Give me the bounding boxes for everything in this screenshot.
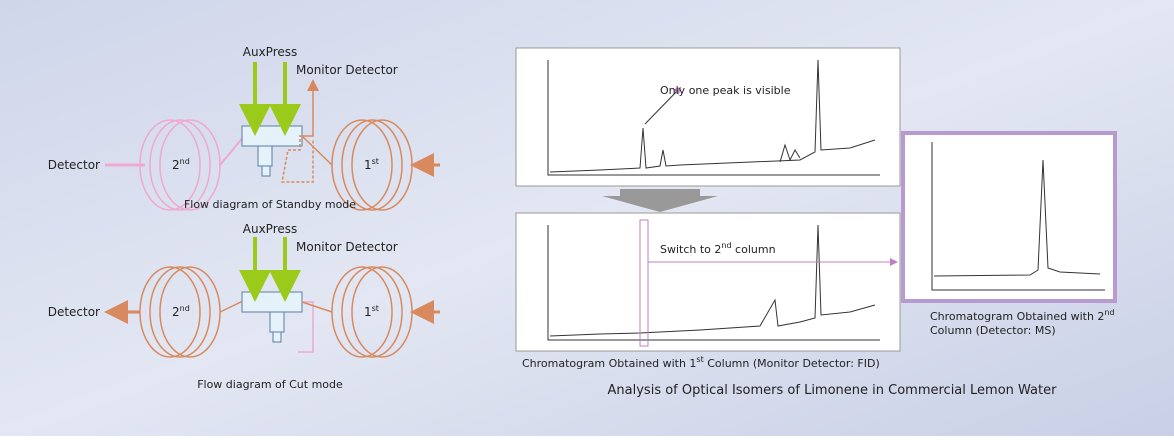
cut-diagram: AuxPress Monitor Detector Detector 2nd 1… xyxy=(48,222,440,391)
line2: Column (Detector: MS) xyxy=(930,324,1056,337)
monitor-label: Monitor Detector xyxy=(296,240,398,254)
detector-label: Detector xyxy=(48,158,100,172)
pre: Chromatogram Obtained with 2 xyxy=(930,310,1104,323)
base: 2 xyxy=(172,158,180,172)
column-1-label: 1st xyxy=(364,157,379,172)
caption-first: Chromatogram Obtained with 1st Column (M… xyxy=(522,355,880,370)
caption: Flow diagram of Standby mode xyxy=(184,198,356,211)
column-2-label: 2nd xyxy=(172,157,190,172)
chromatogram-right xyxy=(901,131,1117,303)
pre: Switch to 2 xyxy=(660,243,721,256)
pre: Chromatogram Obtained with 1 xyxy=(522,357,696,370)
chromatogram-bottom: Switch to 2nd column xyxy=(515,212,901,352)
sup: nd xyxy=(180,157,190,166)
auxpress-label: AuxPress xyxy=(243,222,298,236)
post: column xyxy=(732,243,776,256)
column-2-label: 2nd xyxy=(172,304,190,319)
caption-second: Chromatogram Obtained with 2nd Column (De… xyxy=(930,308,1115,337)
base: 2 xyxy=(172,305,180,319)
caption: Flow diagram of Cut mode xyxy=(197,378,343,391)
annotation: Only one peak is visible xyxy=(660,84,791,97)
sup: st xyxy=(372,304,379,313)
sup: nd xyxy=(1104,308,1114,317)
column-1-label: 1st xyxy=(364,304,379,319)
post: Column (Monitor Detector: FID) xyxy=(704,357,880,370)
down-arrow xyxy=(602,189,718,212)
sup: nd xyxy=(180,304,190,313)
sup: nd xyxy=(721,241,731,250)
chromatogram-top: Only one peak is visible xyxy=(515,47,901,187)
sup: st xyxy=(696,355,703,364)
monitor-label: Monitor Detector xyxy=(296,63,398,77)
detector-label: Detector xyxy=(48,305,100,319)
base: 1 xyxy=(364,158,372,172)
base: 1 xyxy=(364,305,372,319)
title: Analysis of Optical Isomers of Limonene … xyxy=(608,383,1058,398)
sup: st xyxy=(372,157,379,166)
standby-diagram: AuxPress Monitor Detector Detector 2nd 1… xyxy=(48,45,440,211)
auxpress-label: AuxPress xyxy=(243,45,298,59)
switch-label: Switch to 2nd column xyxy=(660,241,776,256)
